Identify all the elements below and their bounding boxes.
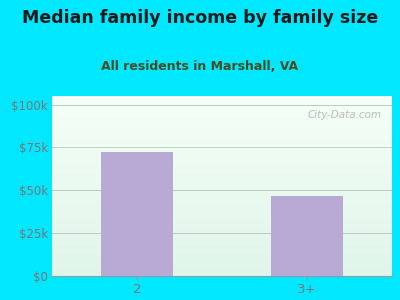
Text: Median family income by family size: Median family income by family size: [22, 9, 378, 27]
Text: All residents in Marshall, VA: All residents in Marshall, VA: [102, 60, 298, 73]
Bar: [271, 196, 343, 276]
Text: City-Data.com: City-Data.com: [308, 110, 382, 120]
Bar: [101, 152, 173, 276]
